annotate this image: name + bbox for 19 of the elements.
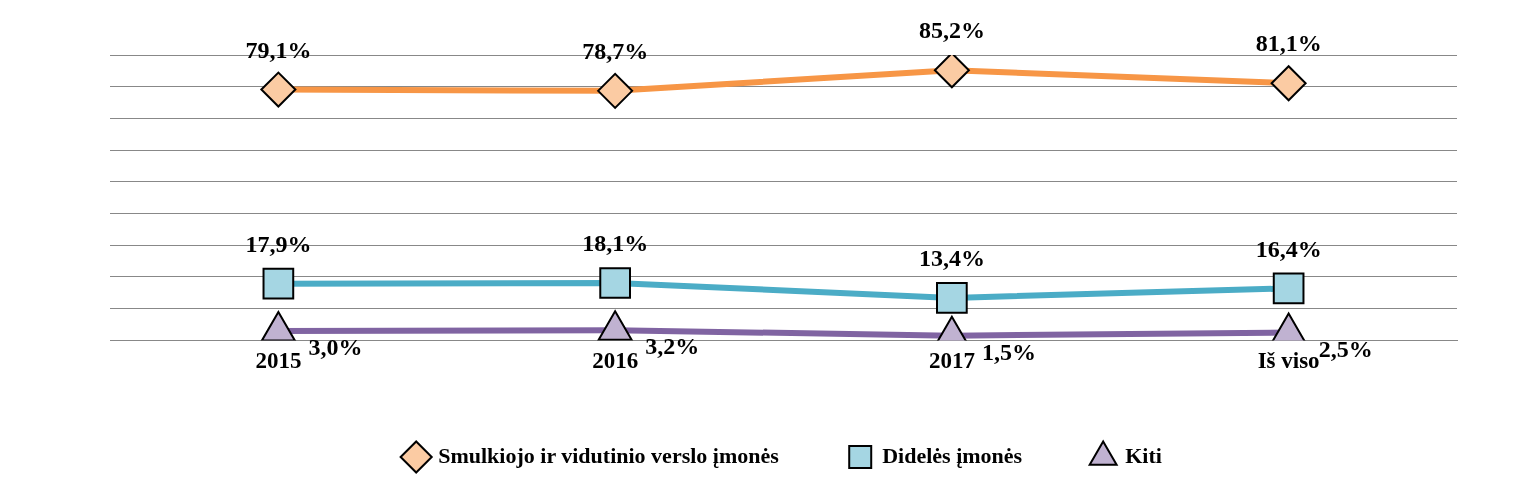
legend-label: Kiti	[1125, 442, 1162, 468]
data-label: 85,2%	[918, 17, 985, 44]
legend-label: Didelės įmonės	[882, 442, 1023, 468]
legend-label: Smulkiojo ir vidutinio verslo įmonės	[438, 442, 780, 468]
data-label: 79,1%	[245, 36, 312, 63]
data-label: 81,1%	[1255, 30, 1322, 57]
data-label: 16,4%	[1255, 235, 1322, 262]
x-tick-label: 2016	[592, 348, 639, 374]
x-tick-label: 2017	[928, 348, 975, 374]
data-label: 17,9%	[245, 230, 312, 257]
data-label: 2,5%	[1318, 335, 1373, 362]
data-label: 13,4%	[918, 245, 985, 272]
x-tick-label: Iš viso	[1257, 348, 1320, 374]
data-label: 3,2%	[645, 333, 700, 360]
data-label: 78,7%	[582, 38, 649, 65]
data-label: 3,0%	[308, 334, 363, 361]
data-label: 18,1%	[582, 230, 649, 257]
data-label: 1,5%	[981, 338, 1036, 365]
x-tick-label: 2015	[255, 348, 302, 374]
